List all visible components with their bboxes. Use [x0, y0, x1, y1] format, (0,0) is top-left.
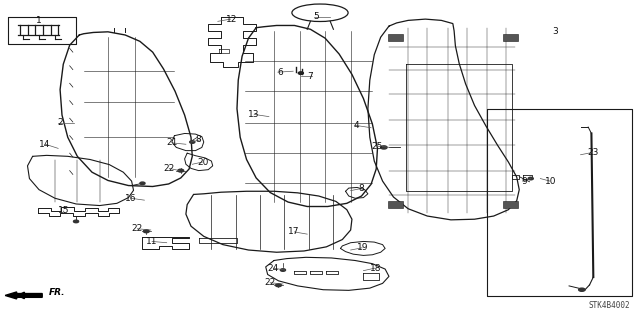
Circle shape [528, 177, 533, 180]
Circle shape [298, 72, 303, 74]
Text: 18: 18 [370, 263, 381, 273]
Circle shape [276, 284, 282, 287]
Text: 16: 16 [125, 194, 136, 203]
Bar [502, 201, 518, 208]
Text: 22: 22 [131, 224, 143, 233]
Text: 15: 15 [58, 206, 70, 215]
Circle shape [178, 169, 184, 172]
Text: 1: 1 [36, 16, 42, 25]
Text: 8: 8 [195, 135, 201, 144]
Text: 17: 17 [288, 227, 300, 236]
Text: 21: 21 [167, 138, 178, 147]
Text: 3: 3 [552, 27, 558, 36]
Circle shape [189, 141, 195, 143]
Circle shape [143, 230, 149, 233]
Text: 2: 2 [58, 118, 63, 128]
Text: 6: 6 [277, 68, 283, 77]
Bar [388, 34, 403, 41]
Circle shape [74, 220, 79, 223]
Bar [502, 34, 518, 41]
Text: 20: 20 [197, 158, 209, 167]
Text: 13: 13 [248, 110, 259, 119]
Text: 23: 23 [587, 148, 598, 157]
Circle shape [579, 288, 585, 291]
FancyArrow shape [5, 292, 42, 299]
Text: 22: 22 [163, 164, 174, 173]
Text: 5: 5 [313, 12, 319, 21]
Text: 25: 25 [371, 142, 383, 151]
Circle shape [280, 269, 285, 271]
Text: 9: 9 [522, 177, 527, 186]
Text: 14: 14 [39, 140, 51, 149]
Text: FR.: FR. [49, 288, 65, 297]
Text: 11: 11 [146, 237, 157, 246]
Text: STK4B4002: STK4B4002 [588, 301, 630, 310]
Text: 19: 19 [357, 243, 369, 252]
Circle shape [381, 146, 387, 149]
Text: 22: 22 [264, 278, 275, 287]
Text: 12: 12 [225, 15, 237, 24]
Text: 10: 10 [545, 177, 556, 186]
Text: 4: 4 [354, 121, 360, 130]
Text: 24: 24 [268, 263, 278, 273]
Bar [388, 201, 403, 208]
Circle shape [140, 182, 145, 185]
Text: 8: 8 [358, 184, 364, 193]
Text: 7: 7 [307, 72, 313, 81]
